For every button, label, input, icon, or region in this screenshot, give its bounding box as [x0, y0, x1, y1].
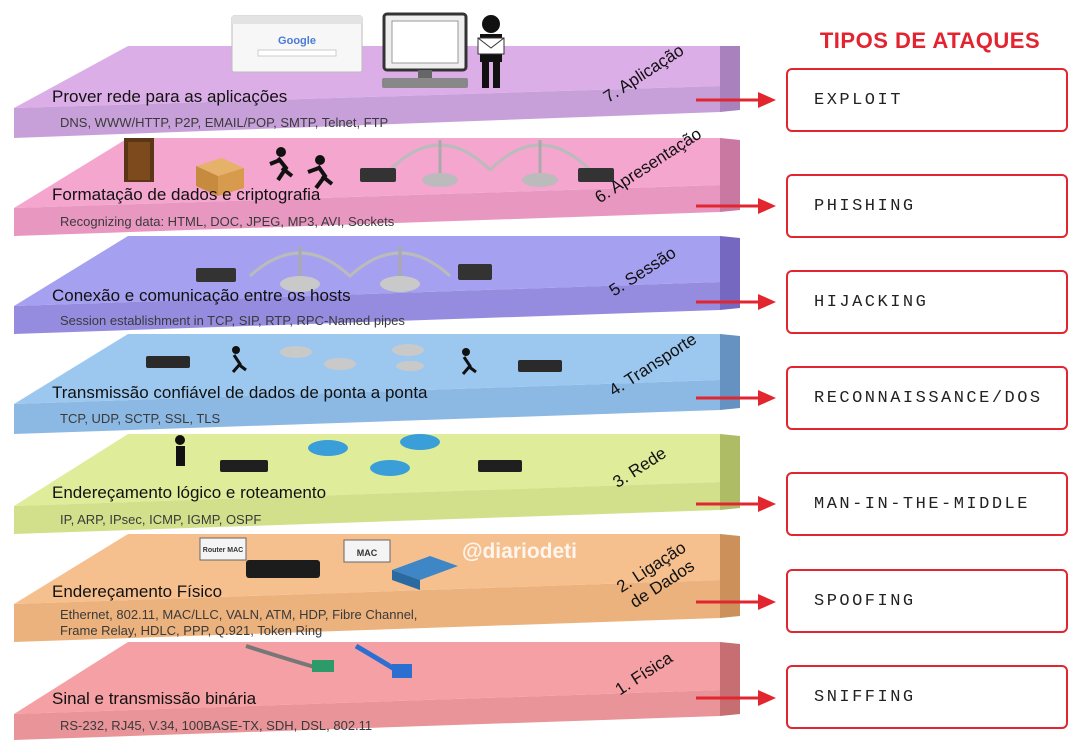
box-icon	[196, 158, 244, 196]
layer-4-title: Transmissão confiável de dados de ponta …	[52, 383, 428, 402]
arrow-layer-1	[696, 690, 776, 706]
layer-7-front-band	[14, 86, 720, 138]
browser-logo: Google	[278, 35, 316, 47]
layer-5-slab	[14, 236, 740, 334]
layer-2-slab	[14, 534, 740, 642]
layer-4-side-face	[720, 334, 740, 410]
layer-5-top-face	[14, 236, 720, 306]
mac-tag: MAC	[357, 548, 378, 558]
attack-box-exploit: EXPLOIT	[786, 68, 1068, 132]
layer-7-slab	[14, 46, 740, 138]
bridge-icon	[360, 140, 614, 187]
door-icon	[124, 138, 154, 182]
transport-routers-icon	[146, 344, 562, 375]
layer-2-title: Endereçamento Físico	[52, 582, 223, 601]
layer-7-title: Prover rede para as aplicações	[52, 87, 288, 106]
arrow-layer-6	[696, 198, 776, 214]
layer-5-protocols: Session establishment in TCP, SIP, RTP, …	[60, 313, 405, 328]
layer-4-top-face	[14, 334, 720, 404]
layer-7-side-face	[720, 46, 740, 112]
layer-1-title: Sinal e transmissão binária	[52, 689, 257, 708]
layer-3-title: Endereçamento lógico e roteamento	[52, 483, 327, 502]
layer-7-protocols: DNS, WWW/HTTP, P2P, EMAIL/POP, SMTP, Tel…	[60, 115, 389, 130]
person-envelope-icon	[477, 15, 505, 88]
attack-label: EXPLOIT	[814, 90, 903, 110]
layer-2-front-band	[14, 580, 720, 642]
arrow-layer-4	[696, 390, 776, 406]
arrow-layer-2	[696, 594, 776, 610]
layer-6-protocols: Recognizing data: HTML, DOC, JPEG, MP3, …	[60, 214, 395, 229]
attack-label: MAN-IN-THE-MIDDLE	[814, 494, 1030, 514]
router-switch-icon: Router MAC MAC	[199, 537, 458, 590]
attack-box-sniffing: SNIFFING	[786, 665, 1068, 729]
attack-box-reconnaissance-dos: RECONNAISSANCE/DOS	[786, 366, 1068, 430]
attack-label: SPOOFING	[814, 591, 916, 611]
layer-5-front-band	[14, 282, 720, 334]
arrow-layer-3	[696, 496, 776, 512]
layer-3-slab	[14, 434, 740, 534]
layer-5-side-face	[720, 236, 740, 310]
attacks-title: TIPOS DE ATAQUES	[819, 28, 1041, 53]
layer-6-side-face	[720, 138, 740, 212]
attack-label: RECONNAISSANCE/DOS	[814, 388, 1043, 408]
session-bridge-icon	[196, 246, 492, 292]
runner-icon	[269, 147, 334, 190]
layer-4-slab	[14, 334, 740, 434]
arrow-layer-7	[696, 92, 776, 108]
layer-3-side-face	[720, 434, 740, 510]
network-cables-icon	[245, 643, 412, 678]
layer-4-front-band	[14, 380, 720, 434]
network-routers-icon	[175, 434, 522, 476]
layer-1-front-band	[14, 690, 720, 740]
attack-label: SNIFFING	[814, 687, 916, 707]
layer-1-protocols: RS-232, RJ45, V.34, 100BASE-TX, SDH, DSL…	[60, 718, 373, 733]
layer-7-top-face	[14, 46, 720, 108]
layer-6-title: Formatação de dados e criptografia	[52, 185, 321, 204]
layer-2-side-face	[720, 534, 740, 618]
attack-box-hijacking: HIJACKING	[786, 270, 1068, 334]
watermark-text: @diariodeti	[462, 540, 577, 563]
attack-box-phishing: PHISHING	[786, 174, 1068, 238]
attack-box-man-in-the-middle: MAN-IN-THE-MIDDLE	[786, 472, 1068, 536]
layer-6-front-band	[14, 185, 720, 236]
layer-2-protocols: Ethernet, 802.11, MAC/LLC, VALN, ATM, HD…	[60, 607, 418, 638]
computer-icon	[382, 12, 468, 88]
arrow-layer-5	[696, 294, 776, 310]
attack-box-spoofing: SPOOFING	[786, 569, 1068, 633]
layer-5-title: Conexão e comunicação entre os hosts	[52, 286, 351, 305]
layer-4-protocols: TCP, UDP, SCTP, SSL, TLS	[60, 411, 221, 426]
attack-label: PHISHING	[814, 196, 916, 216]
router-mac-tag: Router MAC	[203, 547, 243, 554]
browser-window-icon: Google	[231, 15, 363, 73]
layer-3-protocols: IP, ARP, IPsec, ICMP, IGMP, OSPF	[60, 512, 262, 527]
layer-3-front-band	[14, 482, 720, 534]
layer-2-top-face	[14, 534, 720, 604]
attack-label: HIJACKING	[814, 292, 929, 312]
